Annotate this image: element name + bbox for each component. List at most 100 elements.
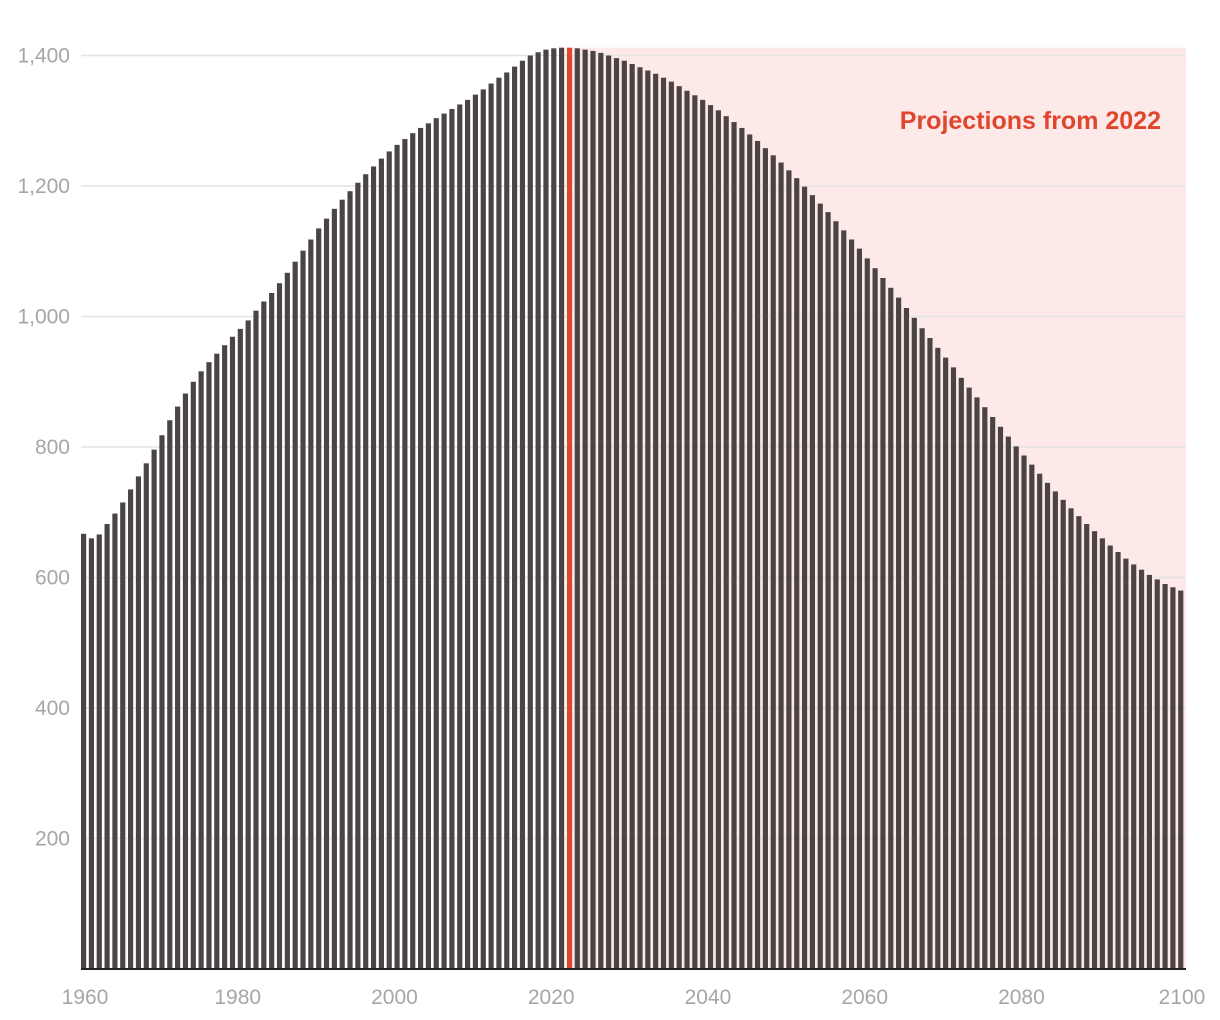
bar-2067 [919,328,925,969]
bar-2070 [943,357,949,969]
bar-1981 [245,320,251,969]
bar-1971 [167,420,173,969]
bar-1989 [308,239,314,969]
bar-2051 [794,178,800,970]
bar-2052 [801,186,808,969]
bar-2081 [1029,464,1035,969]
bar-2036 [676,86,682,970]
bar-2076 [990,416,996,969]
bar-2059 [856,248,863,969]
bar-1966 [128,489,134,969]
bar-2053 [809,195,815,969]
bar-2069 [935,347,941,969]
x-tick-label-1980: 1980 [214,986,261,1009]
bar-1967 [135,476,142,969]
bar-1964 [112,513,118,969]
bar-2019 [543,49,549,969]
bar-2074 [974,397,980,969]
bar-1979 [229,336,236,970]
bar-1961 [88,538,95,969]
bar-2089 [1091,531,1098,969]
bar-2016 [519,60,526,970]
bar-2001 [402,139,408,969]
bar-2100 [1178,590,1184,969]
bar-1969 [151,449,157,969]
bar-1990 [316,228,322,969]
bar-2009 [465,99,471,970]
x-axis-tick-labels: 1960 1980 2000 2020 2040 2060 2080 2100 [62,986,1206,1009]
bar-1963 [104,524,110,969]
bar-1974 [190,381,196,969]
bars [81,47,1184,970]
bar-1972 [175,406,181,969]
bar-2004 [425,123,431,970]
bar-2030 [629,63,635,970]
bar-1988 [300,250,306,970]
bar-2050 [786,170,792,970]
bar-2082 [1037,473,1043,969]
bar-2035 [668,81,674,970]
bar-2062 [880,278,886,969]
y-tick-label-1200: 1,200 [17,175,70,198]
bar-1968 [143,463,149,969]
bar-1976 [206,362,212,969]
bar-1983 [261,301,267,969]
bar-2021 [559,47,565,970]
bar-2072 [958,377,964,970]
bar-1986 [284,272,290,969]
bar-2023 [574,48,580,969]
x-tick-label-1960: 1960 [62,986,109,1009]
bar-2040 [707,105,714,970]
y-tick-label-200: 200 [35,828,70,851]
bar-1977 [214,353,220,969]
bar-1970 [159,435,165,969]
bar-2002 [410,133,416,969]
bar-2087 [1076,516,1082,969]
bar-1994 [347,191,353,970]
bar-2090 [1099,538,1105,969]
y-tick-label-1000: 1,000 [17,306,70,329]
bar-1982 [253,310,259,969]
bar-2038 [692,95,698,970]
bar-1973 [182,393,189,969]
bar-2024 [582,49,588,969]
bar-2007 [449,109,455,969]
bar-2075 [982,407,988,969]
bar-2013 [496,77,502,969]
bar-2048 [770,155,776,969]
bar-2022 [566,47,573,970]
bar-2073 [966,387,972,969]
bar-2094 [1131,564,1137,969]
bar-2006 [441,113,447,969]
bar-1978 [222,345,228,970]
bar-2034 [660,77,667,969]
x-tick-label-2080: 2080 [998,986,1045,1009]
bar-2044 [739,127,745,970]
bar-1997 [370,166,377,969]
bar-2099 [1170,587,1176,969]
y-tick-label-600: 600 [35,567,70,590]
bar-2018 [535,52,541,970]
projection-annotation: Projections from 2022 [900,107,1161,135]
bar-2037 [684,90,690,970]
bar-1987 [292,261,298,969]
bar-2031 [637,67,643,969]
bar-1985 [276,283,283,970]
x-tick-label-2000: 2000 [371,986,418,1009]
bar-1960 [81,533,87,969]
bar-2026 [598,52,604,969]
bar-1984 [269,293,275,969]
bar-2063 [888,287,894,969]
bar-2077 [997,426,1004,969]
bar-2057 [841,230,847,969]
bar-2060 [864,258,870,969]
bar-1999 [386,151,392,970]
bar-2033 [653,73,659,969]
bar-2065 [903,308,910,969]
x-tick-label-2060: 2060 [841,986,888,1009]
bar-2078 [1005,436,1011,969]
bar-2025 [590,50,596,970]
y-axis-tick-labels: 200 400 600 800 1,000 1,200 1,400 [17,45,70,851]
bar-2056 [833,221,839,970]
y-tick-label-400: 400 [35,697,70,720]
